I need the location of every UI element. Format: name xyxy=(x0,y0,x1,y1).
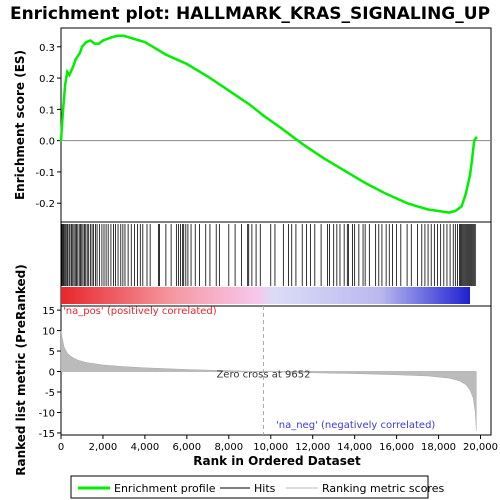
enrichment-point xyxy=(84,40,88,44)
enrichment-point xyxy=(175,58,178,61)
rank-y-tick-label: 0 xyxy=(49,368,55,379)
enrichment-point xyxy=(460,205,463,208)
rank-y-tick-label: 15 xyxy=(42,306,55,317)
x-tick-label: 4,000 xyxy=(131,442,160,453)
x-tick-label: 14,000 xyxy=(337,442,372,453)
enrichment-point xyxy=(280,126,283,130)
legend: Enrichment profile Hits Ranking metric s… xyxy=(70,475,444,499)
enrichment-point xyxy=(68,73,71,77)
enrichment-point xyxy=(248,103,251,106)
enrichment-point xyxy=(363,181,367,185)
rank-y-tick-label: 10 xyxy=(42,327,55,338)
enrichment-point xyxy=(468,173,472,177)
enrichment-point xyxy=(66,70,69,74)
x-tick-label: 16,000 xyxy=(379,442,414,453)
enrichment-point xyxy=(154,47,157,50)
enrichment-point xyxy=(321,156,325,160)
enrichment-point xyxy=(473,139,476,142)
zero-cross-label: Zero cross at 9652 xyxy=(216,370,310,381)
es-y-tick-label: -0.1 xyxy=(35,168,55,179)
enrichment-profile-points xyxy=(59,34,478,214)
enrichment-point xyxy=(74,58,77,61)
x-tick-label: 18,000 xyxy=(421,442,456,453)
enrichment-point xyxy=(59,139,63,142)
enrichment-point xyxy=(384,192,388,196)
hit-markers xyxy=(61,224,476,286)
enrichment-point xyxy=(93,42,96,45)
legend-box xyxy=(70,475,429,499)
es-y-tick-label: 0.1 xyxy=(39,105,55,116)
x-tick-label: 2,000 xyxy=(89,442,118,453)
enrichment-point xyxy=(475,136,478,139)
positive-correlation-label: 'na_pos' (positively correlated) xyxy=(63,306,217,317)
enrichment-point xyxy=(63,83,67,86)
es-y-tick-label: -0.2 xyxy=(35,199,55,210)
enrichment-point xyxy=(164,53,168,56)
x-tick-label: 0 xyxy=(58,442,64,453)
enrichment-point xyxy=(101,39,105,42)
rank-y-tick-label: -10 xyxy=(39,408,55,419)
es-y-axis-label: Enrichment score (ES) xyxy=(13,50,27,200)
enrichment-profile-line xyxy=(59,34,478,214)
enrichment-point xyxy=(262,114,265,117)
enrichment-point xyxy=(454,209,457,213)
enrichment-point xyxy=(116,34,119,38)
legend-label-ranking: Ranking metric scores xyxy=(322,482,444,495)
ranking-metric-area xyxy=(60,330,477,431)
enrichment-point xyxy=(405,202,409,205)
enrichment-point xyxy=(342,169,346,172)
x-axis: 0 2,000 4,000 6,000 8,000 10,000 12,000 14,000 1… xyxy=(58,435,498,453)
enrichment-point xyxy=(416,205,419,208)
enrichment-point xyxy=(122,34,126,38)
enrichment-point xyxy=(426,208,430,211)
x-tick-label: 12,000 xyxy=(295,442,330,453)
rank-y-tick-label: -15 xyxy=(39,429,55,440)
legend-label-enrichment: Enrichment profile xyxy=(114,482,216,495)
enrichment-point xyxy=(110,36,113,39)
enrichment-point xyxy=(464,192,468,196)
enrichment-point xyxy=(80,45,84,48)
enrichment-point xyxy=(105,37,109,41)
enrichment-point xyxy=(206,75,210,78)
enrichment-point xyxy=(61,108,65,111)
rank-color-bar xyxy=(61,287,470,304)
enrichment-point xyxy=(437,209,440,213)
x-axis-label: Rank in Ordered Dataset xyxy=(193,454,361,468)
rank-y-axis: 15 10 5 0 -5 -10 -15 xyxy=(39,306,61,440)
es-y-tick-label: 0.3 xyxy=(39,43,55,54)
enrichment-point xyxy=(78,51,82,55)
x-tick-label: 6,000 xyxy=(173,442,202,453)
x-tick-label: 8,000 xyxy=(214,442,243,453)
enrichment-point xyxy=(97,42,100,45)
rank-y-tick-label: 5 xyxy=(49,347,55,358)
enrichment-point xyxy=(72,64,75,67)
enrichment-point xyxy=(227,89,231,92)
x-tick-label: 20,000 xyxy=(463,442,498,453)
es-y-tick-label: 0.2 xyxy=(39,74,55,85)
enrichment-point xyxy=(447,211,451,214)
es-y-tick-label: 0.0 xyxy=(39,137,55,148)
chart-title: Enrichment plot: HALLMARK_KRAS_SIGNALING… xyxy=(10,4,490,24)
x-tick-label: 10,000 xyxy=(253,442,288,453)
enrichment-point xyxy=(470,158,474,161)
enrichment-point xyxy=(89,39,92,42)
enrichment-point xyxy=(185,62,189,66)
enrichment-point xyxy=(301,142,304,145)
negative-correlation-label: 'na_neg' (negatively correlated) xyxy=(276,420,435,431)
es-y-axis: 0.3 0.2 0.1 0.0 -0.1 -0.2 xyxy=(35,43,61,210)
enrichment-point xyxy=(133,37,136,41)
rank-y-axis-label: Ranked list metric (PreRanked) xyxy=(14,264,28,476)
enrichment-point xyxy=(143,40,147,44)
legend-label-hits: Hits xyxy=(254,482,276,495)
rank-y-tick-label: -5 xyxy=(45,388,55,399)
